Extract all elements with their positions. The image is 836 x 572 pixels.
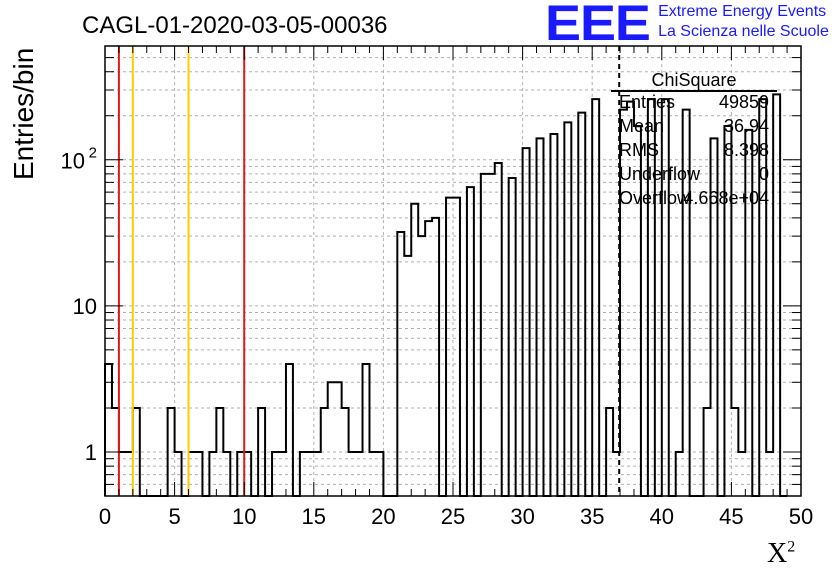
histogram-bin	[495, 163, 502, 496]
stats-key: Entries	[619, 92, 676, 112]
histogram-bin	[564, 122, 571, 496]
stats-key: Mean	[619, 116, 665, 136]
histogram-bin	[105, 364, 112, 496]
y-tick-label: 10	[73, 294, 97, 319]
histogram-bin	[453, 198, 460, 496]
histogram-bin	[488, 174, 495, 496]
chart-title: CAGL-01-2020-03-05-00036	[82, 12, 388, 39]
y-tick-label: 10	[61, 149, 85, 174]
stats-rule	[611, 90, 777, 92]
histogram-bin	[404, 256, 411, 496]
x-tick-label: 25	[441, 504, 465, 529]
stats-row-underflow: Underflow 0	[619, 164, 769, 188]
y-tick-label: 1	[85, 440, 97, 465]
stats-value: 4.668e+04	[683, 188, 769, 208]
histogram-bin	[509, 178, 516, 496]
axis-ticks	[104, 45, 802, 497]
stats-box: ChiSquare Entries 49859 Mean 36.94 RMS 8…	[611, 68, 777, 208]
stats-row-overflow: Overflow 4.668e+04	[619, 188, 769, 212]
x-tick-label: 20	[371, 504, 395, 529]
histogram-bin	[328, 382, 335, 496]
histogram-bin	[592, 99, 599, 496]
x-tick-label: 40	[650, 504, 674, 529]
x-tick-label: 5	[168, 504, 180, 529]
histogram-bin	[578, 113, 585, 496]
histogram-bin	[467, 187, 474, 496]
x-tick-label: 15	[302, 504, 326, 529]
x-axis-label-base: X	[767, 538, 788, 569]
histogram-bin	[481, 174, 488, 496]
histogram-bin	[523, 148, 530, 496]
histogram-bin	[550, 134, 557, 496]
stats-value: 49859	[718, 92, 769, 112]
logo-text: Extreme Energy Events La Scienza nelle S…	[658, 0, 829, 42]
x-tick-label: 10	[232, 504, 256, 529]
histogram-bin	[432, 218, 439, 496]
x-tick-label: 45	[719, 504, 743, 529]
stats-key: Overflow	[619, 188, 691, 208]
histogram-bin	[446, 198, 453, 496]
stats-value: 0	[758, 164, 769, 184]
histogram-bin	[286, 364, 293, 496]
logo-line-1: Extreme Energy Events	[658, 3, 827, 20]
histogram-bin	[363, 364, 370, 496]
x-axis-label-sup: 2	[787, 538, 796, 556]
stats-row-entries: Entries 49859	[619, 92, 769, 116]
x-tick-label: 0	[99, 504, 111, 529]
marker-lines	[117, 46, 621, 496]
stats-value: 8.398	[723, 140, 769, 160]
stats-key: Underflow	[619, 164, 701, 184]
eee-logo: EEE Extreme Energy Events La Scienza nel…	[545, 0, 829, 51]
stats-key: RMS	[619, 140, 659, 160]
stats-row-mean: Mean 36.94	[619, 116, 769, 140]
logo-mark: EEE	[545, 0, 651, 51]
x-tick-label: 50	[789, 504, 813, 529]
stats-value: 36.94	[723, 116, 769, 136]
x-tick-label: 30	[510, 504, 534, 529]
histogram-bin	[418, 236, 425, 496]
logo-line-2: La Scienza nelle Scuole	[658, 23, 829, 40]
y-axis-label: Entries/bin	[8, 47, 39, 180]
y-tick-label-exponent: 2	[89, 145, 97, 162]
x-axis-label: X2	[767, 538, 795, 570]
x-tick-label: 35	[580, 504, 604, 529]
stats-row-rms: RMS 8.398	[619, 140, 769, 164]
stats-title: ChiSquare	[651, 70, 737, 90]
histogram-bin	[335, 382, 342, 496]
